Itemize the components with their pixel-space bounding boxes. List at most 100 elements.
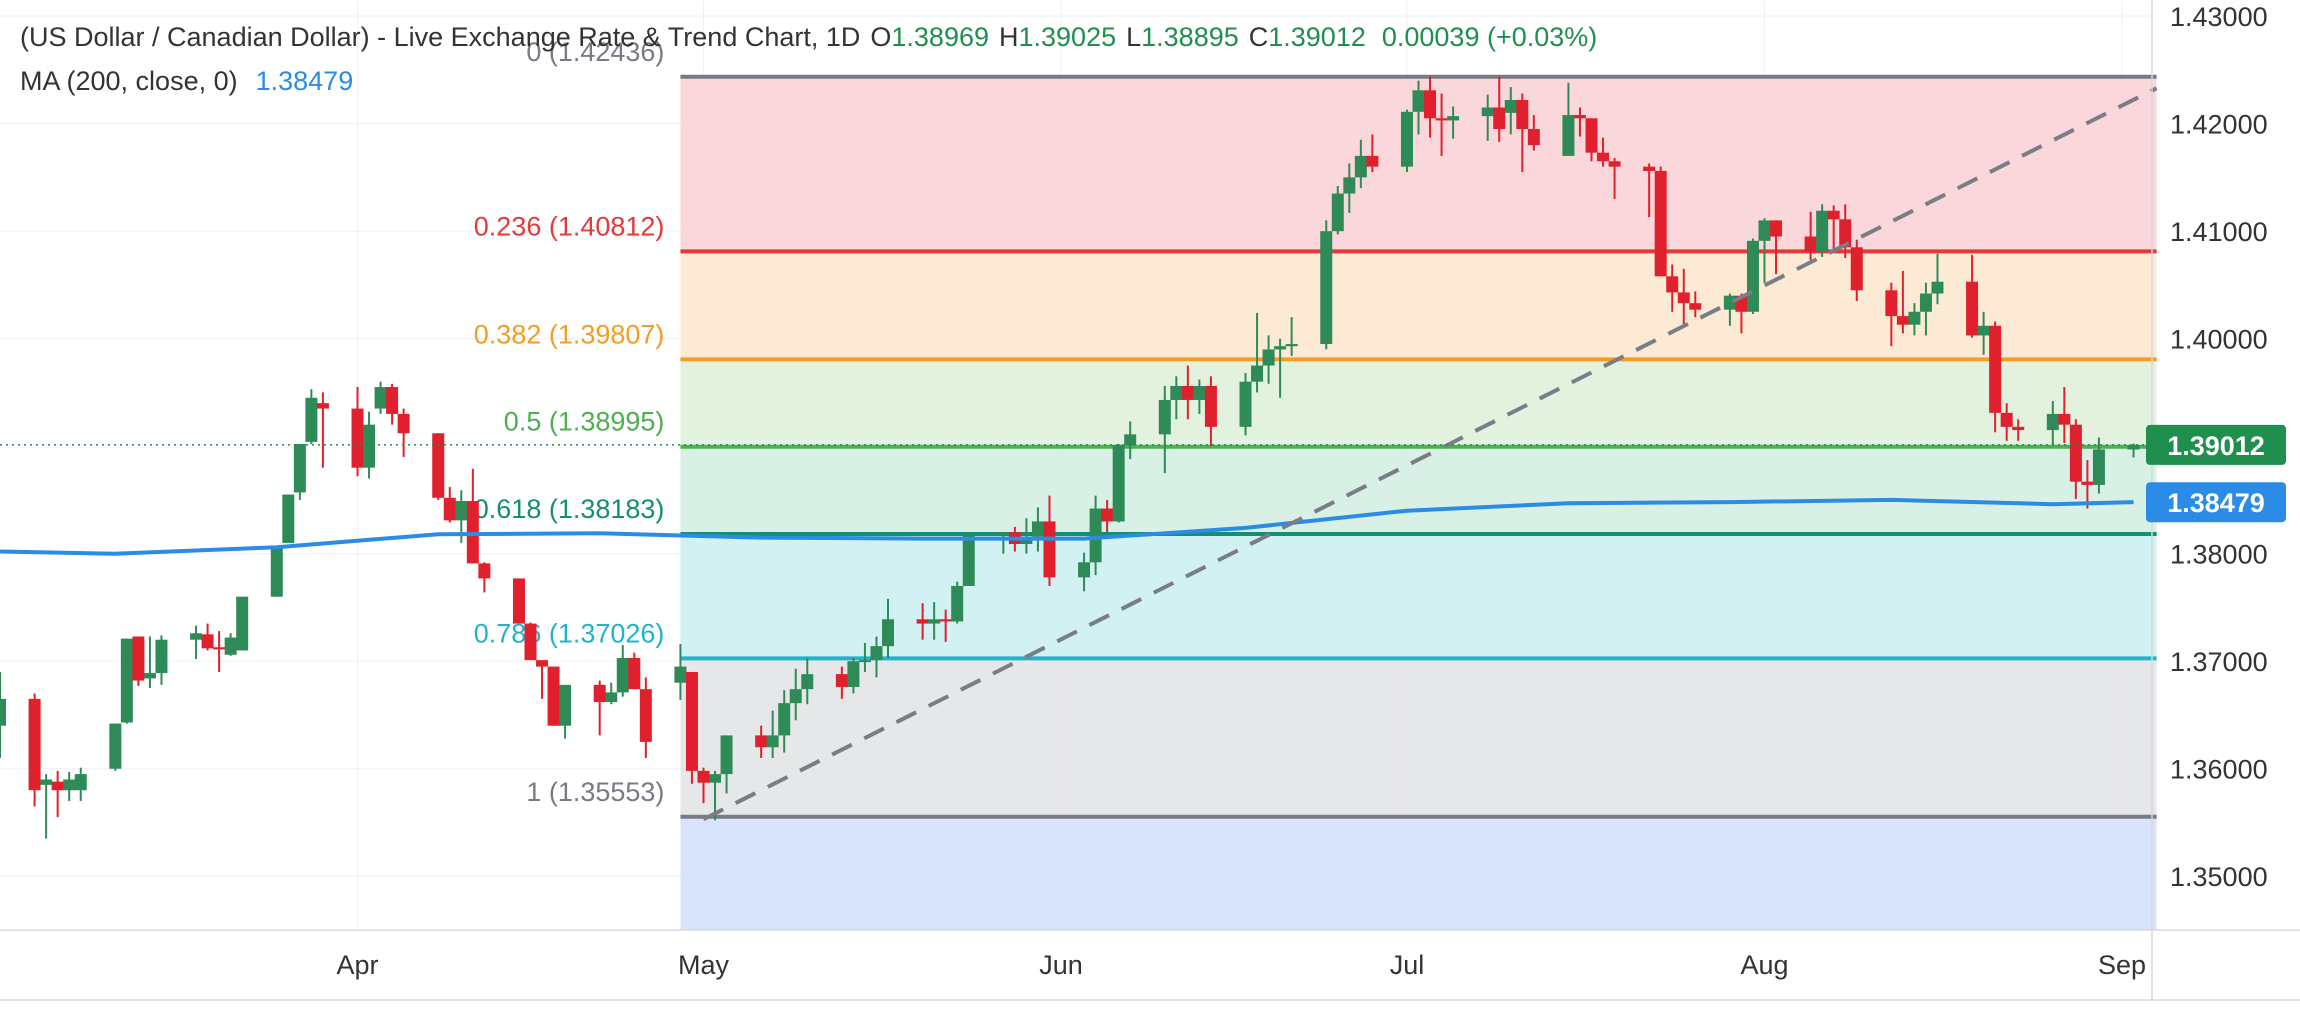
candle-body <box>1354 155 1367 178</box>
candle-body <box>2127 444 2140 450</box>
fibonacci-retracement: 0 (1.42436) 0.236 (1.40812) 0.382 (1.39807… <box>474 37 2157 930</box>
candle-body <box>1320 231 1333 345</box>
candle-body <box>1573 115 1586 119</box>
fib-zone <box>680 359 2157 447</box>
candle-body <box>639 689 652 742</box>
candle-body <box>1285 344 1298 347</box>
y-tick-label: 1.42000 <box>2170 110 2268 140</box>
fib-level-label: 0.236 (1.40812) <box>474 211 665 241</box>
candle-body <box>1919 293 1932 312</box>
candle-body <box>512 578 525 624</box>
y-tick-label: 1.41000 <box>2170 217 2268 247</box>
candle-body <box>132 636 145 681</box>
candle-body <box>363 424 376 468</box>
candle-body <box>2000 412 2013 427</box>
candle-body <box>1608 161 1621 167</box>
x-tick-label: Sep <box>2098 950 2146 980</box>
candle-body <box>1204 385 1217 427</box>
candle-body <box>1251 365 1264 382</box>
candle-body <box>63 779 76 791</box>
candle-body <box>143 673 156 679</box>
ma-legend: MA (200, close, 0) 1.38479 <box>20 66 353 96</box>
candle-body <box>1435 118 1448 121</box>
candle-body <box>40 779 53 785</box>
candle-body <box>351 408 364 468</box>
candle-body <box>616 657 629 693</box>
candle-body <box>2092 449 2105 485</box>
candle-body <box>1758 220 1771 241</box>
candle-body <box>74 774 87 791</box>
x-tick-label: Jul <box>1390 950 1425 980</box>
candle-body <box>997 532 1010 535</box>
x-tick-label: May <box>678 950 730 980</box>
candle-body <box>547 666 560 726</box>
candle-body <box>1366 155 1379 167</box>
candle-body <box>1585 118 1598 153</box>
candle-body <box>1343 177 1356 194</box>
candle-body <box>605 692 618 703</box>
candle-body <box>720 735 733 775</box>
candle-body <box>1078 562 1091 578</box>
candle-body <box>1158 399 1171 435</box>
candle-body <box>1043 521 1056 578</box>
candle-body <box>1493 107 1506 130</box>
fib-zone <box>680 534 2157 659</box>
fib-level-label: 0.382 (1.39807) <box>474 319 665 349</box>
candle-body <box>939 619 952 622</box>
candle-body <box>559 684 572 726</box>
candle-body <box>1689 303 1702 310</box>
candle-body <box>755 735 768 748</box>
candle-body <box>1239 381 1252 427</box>
candle-body <box>0 698 6 726</box>
fib-zone <box>680 251 2157 360</box>
candle-body <box>282 494 295 543</box>
candle-body <box>1850 247 1863 291</box>
candle-body <box>1181 385 1194 400</box>
y-tick-label: 1.43000 <box>2170 2 2268 32</box>
candle-body <box>190 633 203 640</box>
candle-body <box>1827 210 1840 220</box>
candle-body <box>1262 349 1275 366</box>
candle-body <box>213 647 226 650</box>
candle-body <box>1504 99 1517 113</box>
candle-body <box>1274 346 1287 350</box>
candle-body <box>1666 276 1679 293</box>
candle-body <box>293 444 306 493</box>
candle-body <box>478 563 491 579</box>
candle-body <box>1908 311 1921 325</box>
candle-body <box>1839 219 1852 248</box>
candle-body <box>858 660 871 663</box>
candle-body <box>224 637 237 655</box>
candle-body <box>1643 166 1656 171</box>
candle-body <box>109 723 122 769</box>
candle-body <box>916 619 929 624</box>
candle-body <box>316 403 329 409</box>
candle-body <box>1804 236 1817 252</box>
candle-body <box>674 666 687 683</box>
fib-level-label: 0.786 (1.37026) <box>474 618 665 648</box>
candle-body <box>1562 115 1575 156</box>
ma-line <box>0 497 2134 556</box>
candle-body <box>236 596 249 651</box>
candle-body <box>1896 316 1909 325</box>
candle-body <box>2081 481 2094 485</box>
candle-body <box>524 623 537 661</box>
candle-body <box>120 638 133 723</box>
candle-body <box>766 735 779 748</box>
candle-body <box>628 657 641 690</box>
candle-body <box>155 639 168 674</box>
y-tick-label: 1.35000 <box>2170 862 2268 892</box>
fib-level-label: 0.618 (1.38183) <box>474 494 665 524</box>
candle-body <box>593 684 606 703</box>
x-tick-label: Jun <box>1039 950 1083 980</box>
fib-level-label: 1 (1.35553) <box>526 777 664 807</box>
candle-body <box>2058 413 2071 425</box>
candle-body <box>1193 385 1206 400</box>
candle-body <box>835 674 848 688</box>
candle-body <box>1989 325 2002 413</box>
candle-body <box>882 619 895 647</box>
legend: (US Dollar / Canadian Dollar) - Live Exc… <box>20 22 1597 96</box>
fib-level-label: 0 (1.42436) <box>526 37 664 67</box>
